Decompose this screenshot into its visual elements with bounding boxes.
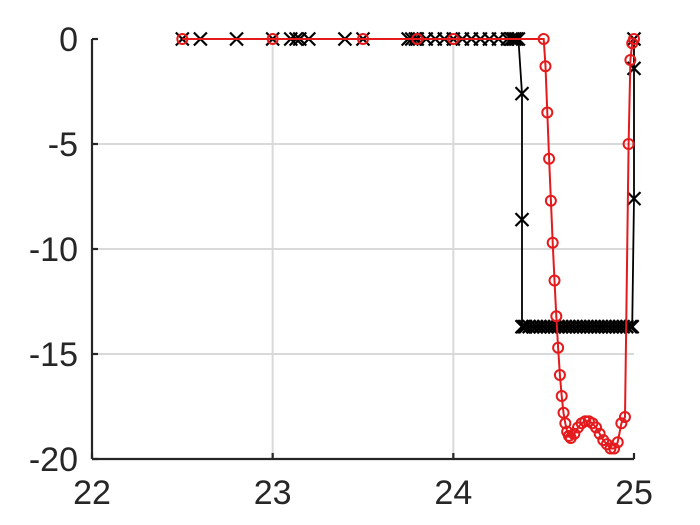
series-2-point [544, 194, 557, 207]
series-2-point [548, 274, 561, 287]
series-2-point [357, 33, 369, 45]
series-2-point [559, 417, 572, 430]
series-2-point [604, 442, 617, 455]
series-1-point [624, 319, 640, 334]
series-2-point [411, 33, 424, 45]
series-2-point [552, 341, 565, 354]
series-2-point [543, 152, 556, 165]
series-2-point [622, 138, 635, 150]
series-2-point [539, 60, 552, 73]
series-2-point [546, 236, 559, 249]
series-2-point [618, 411, 631, 423]
series-2-point [541, 106, 554, 119]
series-2-point [447, 33, 460, 45]
series-1-point [514, 212, 530, 227]
y-tick-label: 0 [59, 21, 78, 59]
series-2-point [266, 33, 279, 45]
series-2-point [579, 415, 592, 428]
y-tick-label: -5 [48, 126, 78, 164]
y-tick-label: -20 [29, 441, 78, 479]
series-2-point [550, 310, 563, 323]
series-2-point [628, 33, 640, 45]
grid [92, 39, 634, 459]
series-2-point [590, 421, 603, 434]
series-2-point [608, 442, 621, 455]
series-2-point [611, 436, 624, 449]
tick-labels: 22 23 24 25 0 -5 -10 -15 -20 [29, 21, 653, 512]
series-2-point [553, 369, 566, 381]
series-2-point [593, 427, 606, 440]
series-2-point [176, 33, 189, 45]
series-2-point [555, 390, 568, 402]
series-2-point [562, 429, 575, 442]
x-tick-label: 25 [615, 474, 653, 512]
x-tick-label: 24 [434, 474, 472, 512]
series-2-point [624, 54, 637, 66]
series-2-point [615, 417, 628, 430]
series-2-point [537, 33, 550, 45]
series-layer [175, 31, 642, 455]
axes [90, 37, 636, 461]
series-1-point [626, 191, 642, 206]
x-tick-label: 22 [73, 474, 111, 512]
x-tick-label: 23 [254, 474, 292, 512]
y-tick-label: -15 [29, 336, 78, 374]
series-2-point [568, 427, 581, 440]
y-tick-label: -10 [29, 231, 78, 269]
series-1-point [514, 86, 530, 101]
